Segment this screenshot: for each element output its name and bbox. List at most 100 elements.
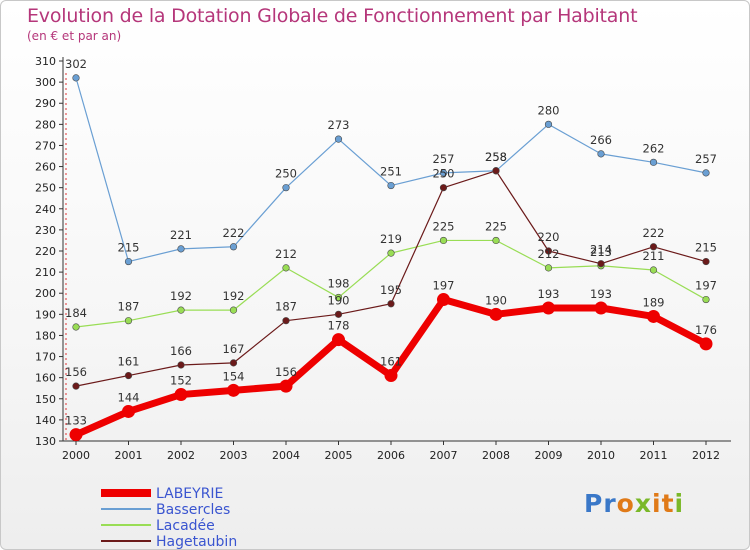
data-point-bassercles [177,245,185,253]
data-label-labeyrie: 197 [433,279,455,293]
data-point-lacadee [439,236,448,245]
y-tick-label: 220 [35,245,56,258]
x-tick-label: 2000 [62,449,90,462]
y-tick-label: 180 [35,329,56,342]
y-tick-label: 250 [35,182,56,195]
data-point-bassercles [544,120,553,128]
data-label-labeyrie: 190 [485,293,507,307]
data-label-hagetaubin: 258 [485,150,507,164]
y-tick-label: 290 [35,97,56,110]
data-point-lacadee [282,264,290,272]
data-point-labeyrie [227,383,240,397]
data-point-hagetaubin [544,247,553,255]
data-label-labeyrie: 152 [170,374,192,388]
data-label-bassercles: 280 [538,103,560,117]
x-tick-label: 2005 [325,449,353,462]
data-point-labeyrie [122,404,135,418]
data-label-lacadee: 192 [223,289,245,303]
data-point-hagetaubin [177,361,185,369]
data-label-lacadee: 212 [275,247,297,261]
data-point-hagetaubin [439,184,448,192]
y-tick-label: 240 [35,203,56,216]
data-label-bassercles: 222 [223,226,245,240]
data-label-labeyrie: 193 [538,287,560,301]
data-point-labeyrie [594,301,608,315]
x-tick-label: 2001 [115,449,143,462]
data-label-hagetaubin: 187 [275,300,297,314]
data-label-labeyrie: 133 [65,414,87,428]
data-point-hagetaubin [492,167,500,175]
data-point-hagetaubin [387,300,395,308]
data-label-bassercles: 258 [485,150,507,164]
y-tick-label: 130 [35,435,56,448]
logo-letter: o [616,489,635,518]
y-tick-label: 190 [35,308,56,321]
logo-letter: x [634,489,652,518]
chart-title: Evolution de la Dotation Globale de Fonc… [27,5,638,27]
logo-letter: i [652,489,662,518]
x-tick-label: 2004 [272,449,300,462]
data-label-labeyrie: 176 [695,323,717,337]
logo-letter: t [661,489,675,518]
x-tick-label: 2009 [535,449,563,462]
y-tick-label: 310 [35,55,56,68]
data-label-lacadee: 187 [118,300,140,314]
data-label-bassercles: 266 [590,133,612,147]
data-label-labeyrie: 161 [380,355,402,369]
data-point-lacadee [124,317,133,325]
data-label-lacadee: 213 [590,245,612,259]
data-label-hagetaubin: 190 [328,293,350,307]
data-label-bassercles: 302 [65,57,87,71]
data-point-bassercles [597,150,605,158]
legend-label-hagetaubin: Hagetaubin [156,534,237,549]
y-tick-label: 200 [35,287,56,300]
data-point-bassercles [439,169,448,177]
data-point-lacadee [544,264,553,272]
data-label-hagetaubin: 166 [170,344,192,358]
data-point-labeyrie [69,428,83,442]
data-label-bassercles: 257 [433,152,455,166]
data-point-bassercles [282,184,290,192]
data-label-hagetaubin: 161 [118,355,140,369]
x-tick-label: 2002 [167,449,195,462]
data-label-labeyrie: 144 [118,390,140,404]
x-tick-label: 2012 [692,449,720,462]
data-label-hagetaubin: 222 [643,226,665,240]
data-point-lacadee [72,323,80,331]
data-point-bassercles [229,243,238,251]
data-label-bassercles: 250 [275,167,297,181]
data-label-hagetaubin: 215 [695,241,717,255]
data-point-labeyrie [437,293,450,307]
data-label-lacadee: 192 [170,289,192,303]
data-label-hagetaubin: 156 [65,365,87,379]
data-label-hagetaubin: 220 [538,230,560,244]
x-tick-label: 2008 [482,449,510,462]
data-point-bassercles [124,257,133,266]
data-point-lacadee [387,249,395,257]
data-point-lacadee [492,236,500,245]
x-tick-label: 2010 [587,449,615,462]
data-label-lacadee: 184 [65,306,87,320]
data-point-labeyrie [279,379,293,393]
legend-label-labeyrie: LABEYRIE [156,486,223,502]
data-point-labeyrie [699,337,713,351]
data-label-bassercles: 251 [380,165,402,179]
data-label-bassercles: 262 [643,141,665,155]
data-point-labeyrie [332,333,345,347]
data-point-labeyrie [647,309,660,323]
data-point-lacadee [229,306,238,314]
y-tick-label: 230 [35,224,56,237]
data-label-bassercles: 257 [695,152,717,166]
data-point-hagetaubin [597,260,605,268]
data-point-hagetaubin [334,310,343,318]
y-tick-label: 160 [35,372,56,385]
data-point-bassercles [702,169,710,177]
data-label-hagetaubin: 167 [223,342,245,356]
data-label-labeyrie: 193 [590,287,612,301]
data-point-lacadee [177,306,185,314]
data-point-labeyrie [384,369,398,383]
data-point-lacadee [702,295,710,304]
x-tick-label: 2011 [640,449,668,462]
data-point-labeyrie [489,307,503,321]
